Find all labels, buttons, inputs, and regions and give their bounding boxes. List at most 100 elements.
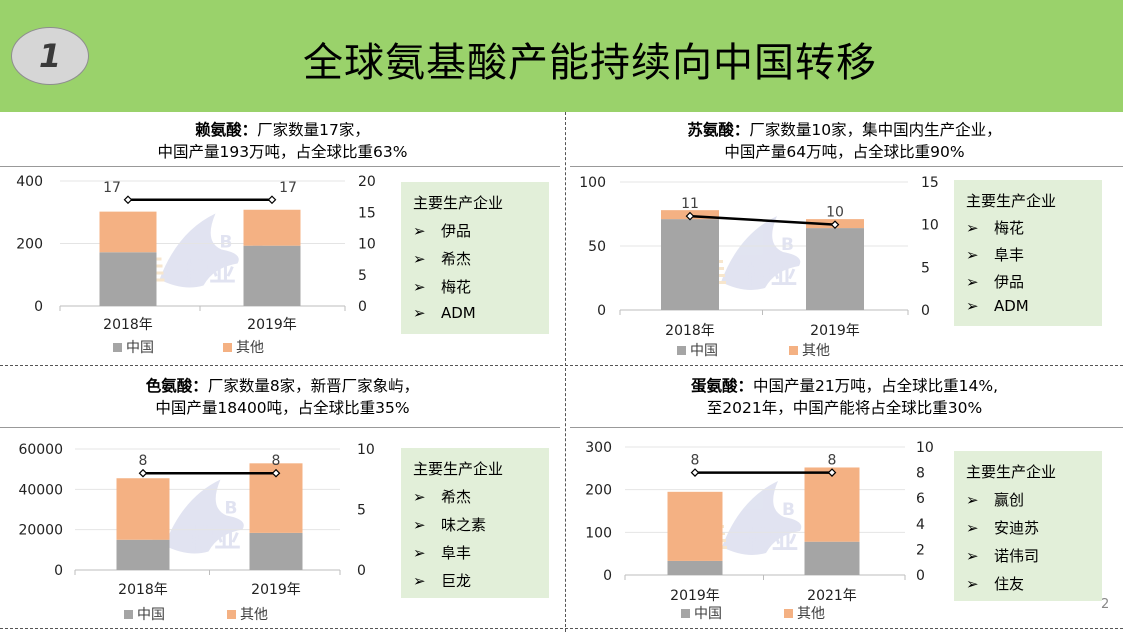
company-item: ➢ 阜丰 — [413, 542, 471, 563]
company-item: ➢ 希杰 — [413, 486, 471, 507]
bird-watermark-icon — [722, 481, 802, 555]
bar-china — [806, 228, 864, 310]
y-right-tick-label: 0 — [916, 568, 925, 584]
company-item: ➢ 安迪苏 — [966, 517, 1039, 538]
bar-china — [116, 539, 170, 570]
arrow-bullet-icon: ➢ — [966, 219, 979, 237]
x-tick-label: 2021年 — [807, 588, 857, 604]
horizontal-divider — [0, 365, 1123, 366]
legend-label-china: 中国 — [137, 607, 165, 623]
legend-swatch-china — [681, 609, 690, 618]
data-label: 10 — [826, 205, 844, 221]
company-name: ADM — [441, 304, 476, 322]
panel-title-line2: 至2021年，中国产能将占全球比重30% — [706, 399, 983, 417]
arrow-bullet-icon: ➢ — [966, 575, 979, 593]
panel-title-line2: 中国产量193万吨，占全球比重63% — [157, 143, 408, 161]
stripe-watermark-icon — [151, 278, 165, 282]
bar-china — [804, 541, 860, 575]
y-right-tick-label: 0 — [358, 299, 367, 315]
y-left-tick-label: 0 — [597, 303, 606, 319]
y-left-tick-label: 0 — [34, 299, 43, 315]
legend-label-other: 其他 — [802, 343, 830, 359]
panel-title-line2: 中国产量64万吨，占全球比重90% — [724, 143, 965, 161]
company-box-title: 主要生产企业 — [966, 192, 1057, 210]
arrow-bullet-icon: ➢ — [966, 519, 979, 537]
company-item: ➢ 巨龙 — [413, 570, 471, 591]
legend-swatch-other — [784, 609, 793, 618]
legend-label-china: 中国 — [694, 606, 722, 622]
y-right-tick-label: 6 — [916, 491, 925, 507]
y-right-tick-label: 15 — [921, 175, 939, 191]
line-marker — [830, 220, 840, 230]
arrow-bullet-icon: ➢ — [966, 273, 979, 291]
company-name: 阜丰 — [441, 544, 472, 562]
y-left-tick-label: 200 — [585, 483, 612, 499]
data-label: 8 — [139, 453, 148, 469]
y-right-tick-label: 2 — [916, 542, 925, 558]
panel-title-bold: 蛋氨酸： — [690, 377, 753, 395]
page-number: 2 — [1101, 597, 1110, 612]
watermark-chinese: 博亚 — [746, 526, 798, 556]
line-marker — [827, 468, 837, 477]
y-left-tick-label: 40000 — [18, 482, 63, 498]
y-left-tick-label: 200 — [16, 237, 43, 253]
y-right-tick-label: 5 — [358, 268, 367, 284]
title-divider-bottom-right — [570, 427, 1123, 428]
panel-title-tryptophan: 色氨酸：厂家数量8家，新晋厂家象屿， 中国产量18400吨，占全球比重35% — [0, 375, 565, 419]
y-right-tick-label: 0 — [357, 563, 366, 579]
y-left-tick-label: 60000 — [18, 442, 63, 458]
panel-title-line1: 厂家数量8家，新晋厂家象屿， — [207, 377, 420, 395]
watermark-chinese: 博亚 — [745, 261, 797, 291]
panel-title-line1: 中国产量21万吨，占全球比重14%, — [752, 377, 999, 395]
y-right-tick-label: 5 — [921, 260, 930, 276]
bird-watermark-icon — [164, 479, 244, 554]
company-name: 伊品 — [441, 222, 472, 240]
legend-swatch-china — [124, 610, 133, 619]
company-item: ➢ 伊品 — [413, 220, 471, 241]
bar-china — [243, 245, 301, 306]
y-right-tick-label: 10 — [357, 442, 375, 458]
company-item: ➢ ADM — [966, 297, 1029, 315]
bird-watermark-icon — [159, 213, 239, 288]
arrow-bullet-icon: ➢ — [966, 547, 979, 565]
bar-other — [804, 467, 860, 542]
line-marker — [685, 211, 695, 221]
arrow-bullet-icon: ➢ — [966, 297, 979, 315]
bar-china — [661, 219, 719, 310]
company-box-tryptophan: 主要生产企业 ➢ 希杰 ➢ 味之素 ➢ 阜丰 ➢ 巨龙 — [401, 448, 549, 598]
bar-china — [99, 252, 157, 306]
data-label: 17 — [279, 180, 297, 196]
title-divider-bottom-left — [0, 427, 560, 428]
bottom-divider — [0, 628, 1123, 629]
y-right-tick-label: 0 — [921, 303, 930, 319]
company-box-title: 主要生产企业 — [413, 460, 504, 478]
company-item: ➢ 诺伟司 — [966, 545, 1039, 566]
panel-title-bold: 色氨酸： — [145, 377, 208, 395]
company-name: 安迪苏 — [994, 519, 1040, 537]
company-name: 伊品 — [994, 273, 1025, 291]
y-right-tick-label: 5 — [357, 503, 366, 519]
arrow-bullet-icon: ➢ — [966, 246, 979, 264]
y-right-tick-label: 20 — [358, 174, 376, 190]
legend-label-other: 其他 — [236, 340, 264, 356]
panel-title-line1: 厂家数量17家， — [257, 121, 370, 139]
company-name: 诺伟司 — [994, 547, 1040, 565]
company-name: 梅花 — [441, 278, 472, 296]
company-name: 巨龙 — [441, 572, 472, 590]
line-marker — [267, 195, 277, 205]
legend-swatch-china — [677, 346, 686, 355]
legend-label-other: 其他 — [240, 607, 268, 623]
company-item: ➢ 希杰 — [413, 248, 471, 269]
bar-other — [116, 478, 170, 540]
company-item: ➢ 伊品 — [966, 271, 1024, 292]
page-title: 全球氨基酸产能持续向中国转移 — [303, 40, 877, 86]
legend-label-china: 中国 — [126, 340, 154, 356]
x-tick-label: 2018年 — [665, 323, 715, 339]
legend-swatch-china — [113, 343, 122, 352]
legend-swatch-other — [789, 346, 798, 355]
legend-swatch-other — [227, 610, 236, 619]
x-tick-label: 2019年 — [247, 317, 297, 333]
y-left-tick-label: 300 — [585, 440, 612, 456]
company-name: 住友 — [994, 575, 1025, 593]
slide-number-badge: 1 — [11, 27, 89, 85]
